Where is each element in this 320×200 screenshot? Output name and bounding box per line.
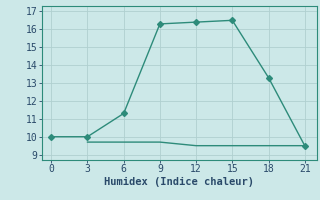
X-axis label: Humidex (Indice chaleur): Humidex (Indice chaleur) (104, 177, 254, 187)
